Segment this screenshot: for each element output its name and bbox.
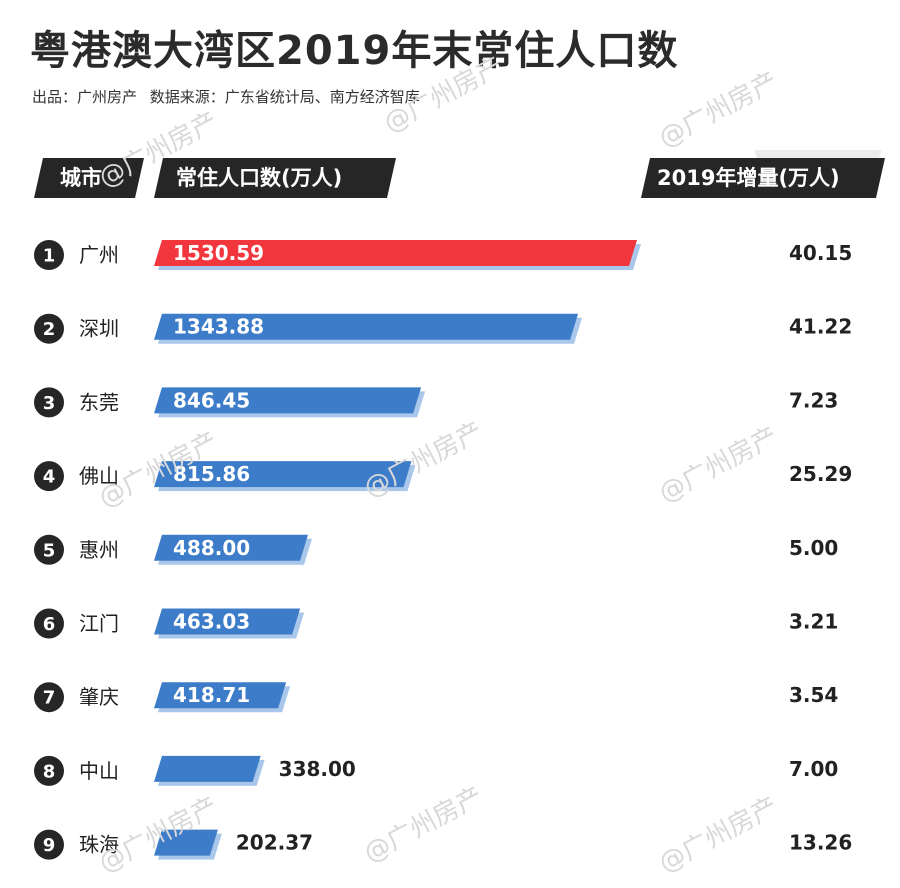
bar-value-label: 1530.59 xyxy=(173,241,264,265)
rank-number: 6 xyxy=(43,614,56,635)
source-line: 出品：广州房产 数据来源：广东省统计局、南方经济智库 xyxy=(32,86,420,107)
rank-number: 8 xyxy=(43,761,56,782)
bar xyxy=(154,608,301,635)
increase-label: 13.26 xyxy=(789,831,852,855)
bar-value-label: 488.00 xyxy=(173,536,250,560)
header-population: 常住人口数(万人) xyxy=(154,158,396,198)
rank-badge xyxy=(34,461,64,492)
rank-number: 5 xyxy=(43,540,56,561)
bar xyxy=(154,387,422,414)
bar-value-label: 846.45 xyxy=(173,388,250,412)
increase-label: 7.00 xyxy=(789,757,838,781)
rank-number: 9 xyxy=(43,835,56,856)
city-label: 广州 xyxy=(79,243,119,267)
producer-label: 出品：广州房产 xyxy=(32,88,138,106)
bar-value-label: 1343.88 xyxy=(173,315,264,339)
city-label: 惠州 xyxy=(79,538,119,562)
rank-badge xyxy=(34,829,64,860)
city-label: 肇庆 xyxy=(79,685,119,709)
city-label: 东莞 xyxy=(79,390,119,414)
city-label: 珠海 xyxy=(79,833,119,857)
rank-badge xyxy=(34,313,64,344)
bar xyxy=(154,461,412,488)
bar-value-label: 463.03 xyxy=(173,610,250,634)
increase-label: 40.15 xyxy=(789,241,852,265)
rank-badge xyxy=(34,682,64,713)
bar-value-label: 815.86 xyxy=(173,462,250,486)
rank-number: 2 xyxy=(43,319,56,340)
rank-badge xyxy=(34,755,64,786)
rank-number: 1 xyxy=(43,246,56,267)
header-increase: 2019年增量(万人) xyxy=(641,158,885,198)
rank-number: 7 xyxy=(43,688,56,709)
bar xyxy=(154,313,579,340)
rank-number: 4 xyxy=(43,467,56,488)
city-label: 中山 xyxy=(79,759,119,783)
bar xyxy=(154,755,261,782)
rank-number: 3 xyxy=(43,393,56,414)
increase-label: 3.54 xyxy=(789,683,838,707)
bar-value-label: 338.00 xyxy=(279,757,356,781)
rank-badge xyxy=(34,534,64,565)
city-label: 江门 xyxy=(79,612,119,636)
city-label: 深圳 xyxy=(79,317,119,341)
increase-label: 7.23 xyxy=(789,388,838,412)
bar xyxy=(154,534,308,561)
data-source-label: 数据来源：广东省统计局、南方经济智库 xyxy=(149,88,420,106)
city-label: 佛山 xyxy=(79,464,119,488)
bar xyxy=(154,240,637,266)
bar xyxy=(154,682,287,709)
increase-label: 3.21 xyxy=(789,610,838,634)
chart-title: 粤港澳大湾区2019年末常住人口数 xyxy=(30,28,679,74)
bar xyxy=(154,829,218,856)
increase-label: 5.00 xyxy=(789,536,838,560)
bar-value-label: 418.71 xyxy=(173,683,250,707)
increase-label: 25.29 xyxy=(789,462,852,486)
rank-badge xyxy=(34,240,64,270)
increase-label: 41.22 xyxy=(789,315,852,339)
rank-badge xyxy=(34,608,64,639)
rank-badge xyxy=(34,387,64,418)
header-city: 城市 xyxy=(34,158,144,198)
bar-value-label: 202.37 xyxy=(236,831,313,855)
